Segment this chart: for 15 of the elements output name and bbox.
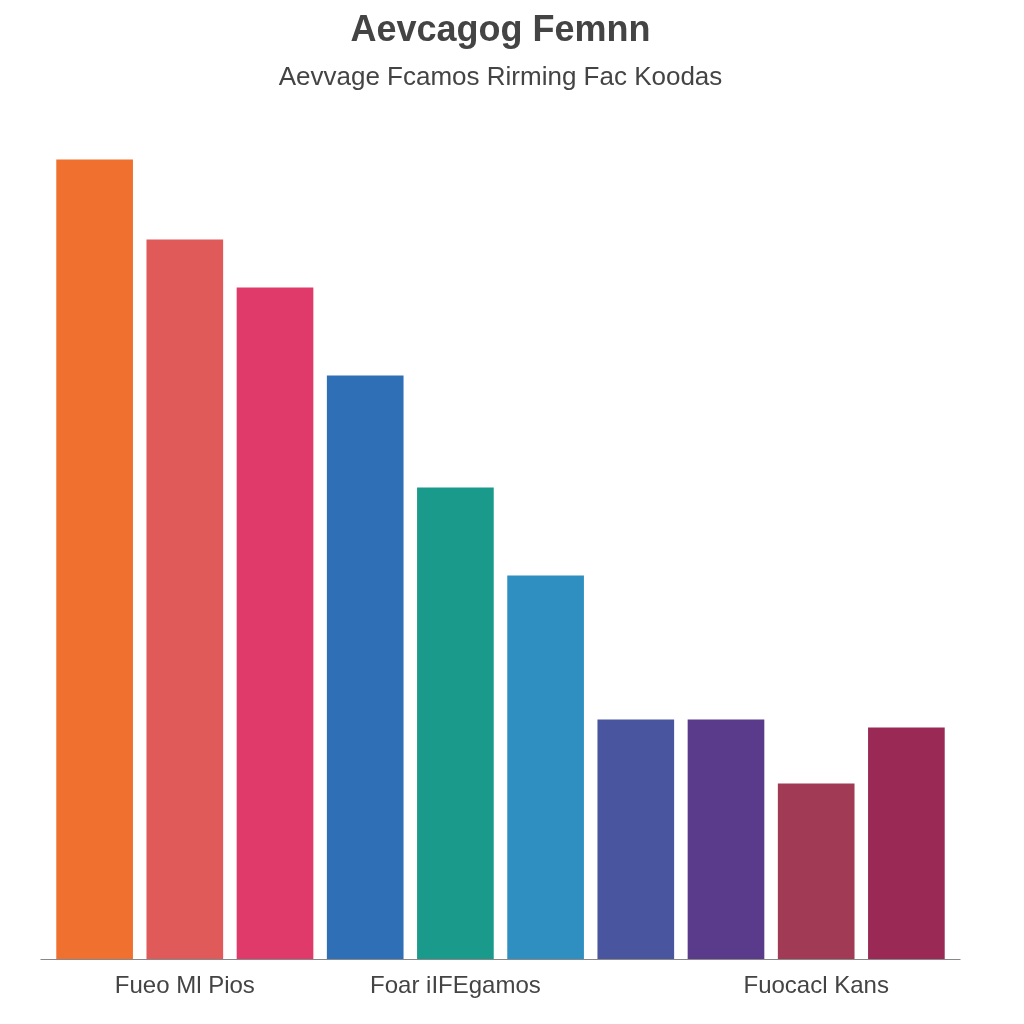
bar: [146, 239, 224, 960]
bar: [687, 719, 765, 960]
chart-title: Aevcagog Femnn: [350, 7, 651, 49]
bar: [507, 575, 584, 960]
bar: [326, 375, 404, 960]
bar: [56, 159, 133, 960]
bar: [777, 783, 855, 960]
chart-subtitle: Aevvage Fcamos Rirming Fac Koodas: [278, 60, 723, 91]
x-tick-label: Fuocacl Kans: [743, 970, 889, 998]
bar: [236, 287, 314, 960]
bar: [868, 727, 945, 960]
x-tick-label: Foar iIFEgamos: [370, 970, 541, 998]
bar: [597, 719, 675, 960]
x-tick-label: Fueo Ml Pios: [114, 970, 255, 998]
bar: [417, 487, 494, 960]
